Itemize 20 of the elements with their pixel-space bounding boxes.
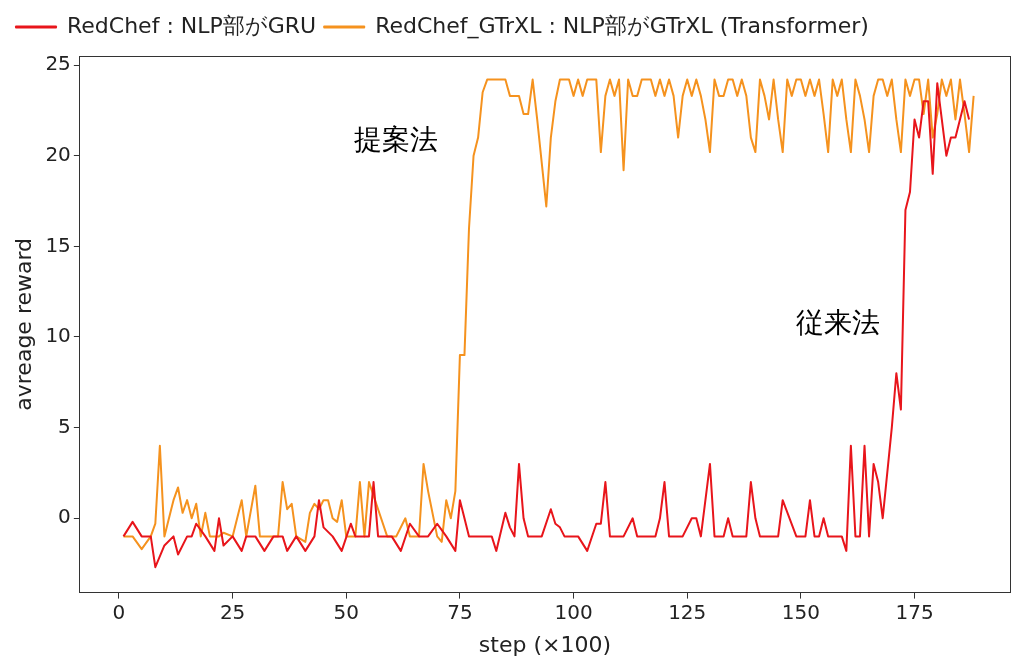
x-tick-label: 50 bbox=[333, 599, 359, 624]
x-tick-label: 150 bbox=[781, 599, 820, 624]
y-axis-title: avreage reward bbox=[10, 237, 36, 411]
y-tick-label: 0 bbox=[58, 504, 71, 529]
x-tick-label: 125 bbox=[668, 599, 707, 624]
x-tick-label: 175 bbox=[895, 599, 934, 624]
legend-label: RedChef : NLP部がGRU bbox=[67, 12, 317, 38]
y-tick-label: 25 bbox=[45, 51, 71, 76]
annotation: 従来法 bbox=[795, 305, 880, 339]
legend-label: RedChef_GTrXL : NLP部がGTrXL (Transformer) bbox=[375, 12, 869, 39]
y-tick-label: 20 bbox=[45, 141, 71, 166]
x-axis-title: step (×100) bbox=[478, 631, 612, 657]
annotation: 提案法 bbox=[354, 123, 439, 157]
x-tick-label: 25 bbox=[219, 599, 246, 624]
x-tick-label: 75 bbox=[447, 599, 473, 624]
x-tick-label: 100 bbox=[554, 599, 593, 624]
y-tick-label: 15 bbox=[45, 232, 71, 257]
y-tick-label: 10 bbox=[45, 323, 71, 348]
x-tick-label: 0 bbox=[112, 599, 126, 624]
y-tick-label: 5 bbox=[58, 413, 71, 438]
